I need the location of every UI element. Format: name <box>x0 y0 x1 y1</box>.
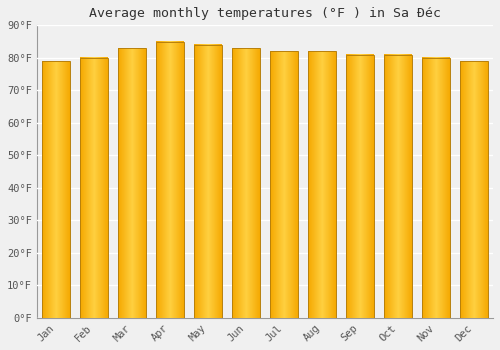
Bar <box>308 51 336 318</box>
Bar <box>460 61 487 318</box>
Bar <box>80 58 108 318</box>
Title: Average monthly temperatures (°F ) in Sa Đéc: Average monthly temperatures (°F ) in Sa… <box>89 7 441 20</box>
Bar <box>118 48 146 318</box>
Bar <box>422 58 450 318</box>
Bar <box>42 61 70 318</box>
Bar <box>384 55 411 318</box>
Bar <box>270 51 297 318</box>
Bar <box>232 48 260 318</box>
Bar <box>194 45 222 318</box>
Bar <box>346 55 374 318</box>
Bar <box>156 42 184 318</box>
